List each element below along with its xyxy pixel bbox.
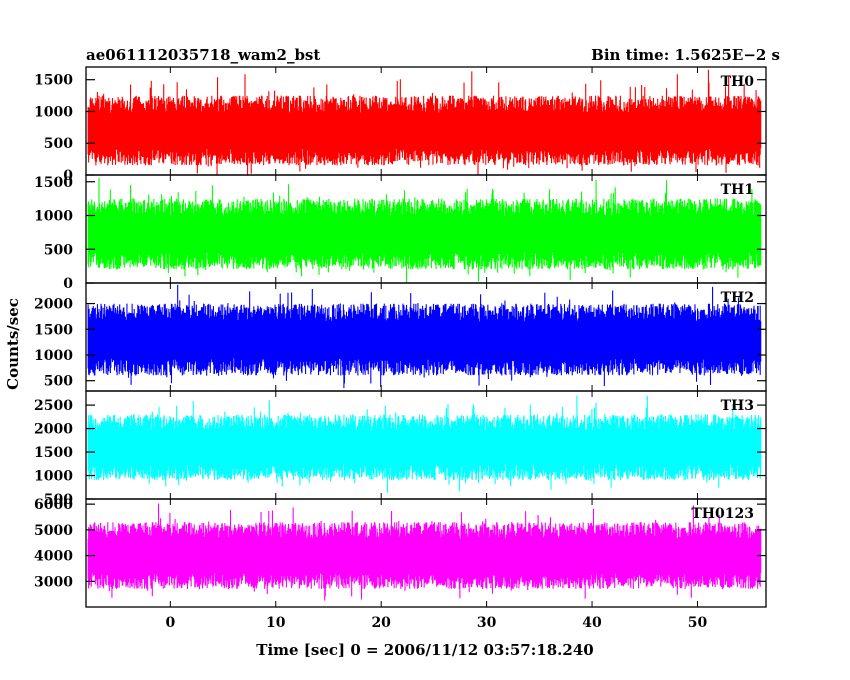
y-tick-label: 2500: [34, 398, 73, 414]
x-tick-label: 20: [371, 615, 391, 631]
y-tick-label: 6000: [34, 497, 73, 513]
panel-th0123: 3000 4000 5000 6000 TH0123: [34, 497, 767, 608]
y-tick-label: 500: [44, 242, 73, 258]
y-tick-label: 2000: [34, 297, 73, 313]
panel-label-th3: TH3: [721, 398, 754, 414]
y-tick-label: 500: [44, 492, 73, 508]
x-tick-label: 30: [477, 615, 497, 631]
x-tick-label: 10: [266, 615, 286, 631]
y-tick-label: 4000: [34, 549, 73, 565]
y-axis-label: Counts/sec: [4, 298, 22, 390]
panels-group: 0 500 1000 1500 TH0 0 500 1000 1500 TH1 500 1000 150…: [34, 66, 767, 608]
y-tick-label: 500: [44, 374, 73, 390]
y-tick-label: 5000: [34, 523, 73, 539]
series-core-th0: [88, 113, 761, 148]
series-core-th1: [88, 216, 761, 252]
y-tick-label: 2000: [34, 422, 73, 438]
y-tick-label: 1000: [34, 469, 73, 485]
panel-th2: 500 1000 1500 2000 TH2: [34, 282, 767, 392]
y-tick-label: 1000: [34, 104, 73, 120]
y-tick-label: 1500: [34, 73, 73, 89]
panel-label-th1: TH1: [721, 182, 754, 198]
bin-time-label: Bin time: 1.5625E−2 s: [591, 46, 780, 64]
panel-label-th0: TH0: [721, 74, 755, 90]
panel-frame: [85, 498, 767, 608]
series-core-th0123: [88, 538, 761, 573]
panel-label-th0123: TH0123: [691, 506, 754, 522]
x-axis-label: Time [sec] 0 = 2006/11/12 03:57:18.240: [256, 641, 593, 659]
x-tick-label: 0: [165, 615, 175, 631]
y-tick-label: 500: [44, 136, 73, 152]
panel-th3: 500 1000 1500 2000 2500 TH3: [34, 390, 767, 508]
y-tick-label: 0: [63, 276, 73, 292]
panel-th0: 0 500 1000 1500 TH0: [34, 66, 767, 184]
y-tick-label: 1000: [34, 209, 73, 225]
panel-label-th2: TH2: [721, 290, 754, 306]
x-tick-label: 50: [688, 615, 708, 631]
series-core-th3: [88, 430, 761, 464]
y-tick-label: 1000: [34, 348, 73, 364]
y-tick-label: 0: [63, 168, 73, 184]
y-tick-label: 1500: [34, 322, 73, 338]
series-core-th2: [88, 321, 761, 358]
y-tick-label: 1500: [34, 445, 73, 461]
y-tick-label: 3000: [34, 574, 73, 590]
chart-title: ae061112035718_wam2_bst: [86, 46, 320, 64]
panel-th1: 0 500 1000 1500 TH1: [34, 174, 767, 292]
x-tick-label: 40: [582, 615, 602, 631]
x-axis: 0 10 20 30 40 50: [165, 615, 707, 631]
y-tick-label: 1500: [34, 175, 73, 191]
